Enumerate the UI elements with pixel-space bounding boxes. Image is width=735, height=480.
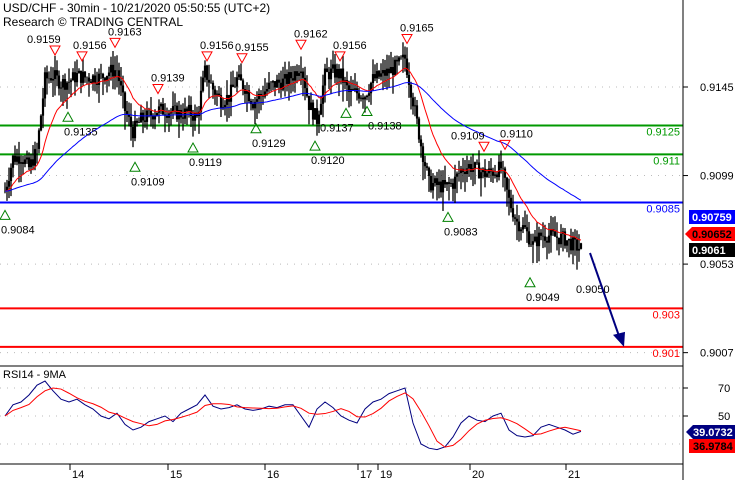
pivot-high-triangle-icon bbox=[401, 34, 413, 45]
price-badge-bg bbox=[689, 243, 735, 257]
pivot-high-label: 0.9156 bbox=[200, 40, 234, 52]
pivot-high-triangle-icon bbox=[499, 139, 511, 151]
pivot-high-triangle-icon bbox=[478, 141, 490, 153]
pivot-high-label: 0.9110 bbox=[500, 128, 533, 140]
rsi-badge-bg bbox=[689, 439, 735, 453]
rsi-title: RSI14 - 9MA bbox=[3, 369, 67, 381]
pivot-low-label: 0.9129 bbox=[252, 138, 286, 150]
pivot-high-label: 0.9165 bbox=[400, 23, 434, 35]
x-tick-label: 17 bbox=[360, 469, 372, 480]
pivot-low-label: 0.9109 bbox=[131, 176, 165, 188]
pivot-high-triangle-icon bbox=[49, 45, 61, 57]
pivot-high-label: 0.9156 bbox=[73, 40, 107, 52]
chart-title: USD/CHF - 30min - 10/21/2020 05:50:55 (U… bbox=[3, 1, 270, 15]
pivot-high-label: 0.9109 bbox=[451, 130, 485, 142]
pivot-low-triangle-icon bbox=[187, 142, 199, 153]
rsi-ma-line bbox=[4, 387, 582, 448]
pivot-low-label: 0.9137 bbox=[320, 122, 354, 134]
forecast-arrow-line bbox=[589, 252, 621, 340]
y-tick-label: 0.9053 bbox=[700, 259, 734, 271]
rsi-line bbox=[4, 380, 582, 451]
pivot-low-label: 0.9120 bbox=[311, 155, 345, 167]
pivot-low-label: 0.9138 bbox=[368, 120, 402, 132]
pivot-low-triangle-icon bbox=[340, 107, 352, 118]
pivot-low-triangle-icon bbox=[250, 122, 262, 134]
level-label: 0.903 bbox=[652, 309, 680, 321]
rsi-badge-bg bbox=[686, 425, 735, 439]
price-badge-bg bbox=[685, 227, 735, 241]
rsi-panel bbox=[0, 380, 683, 451]
level-label: 0.911 bbox=[653, 155, 680, 167]
pivot-low-label: 0.9084 bbox=[1, 224, 35, 236]
pivot-high-label: 0.9162 bbox=[294, 28, 328, 40]
ma-fast-line bbox=[4, 67, 582, 241]
price-badge: 0.9061 bbox=[692, 245, 726, 257]
price-badge: 0.90652 bbox=[692, 229, 732, 241]
pivot-low-triangle-icon bbox=[309, 140, 321, 151]
pivot-low-label: 0.9083 bbox=[444, 226, 478, 238]
pivot-low-triangle-icon bbox=[361, 105, 373, 116]
ma-slow-line bbox=[4, 82, 582, 201]
level-label: 0.9125 bbox=[646, 127, 680, 139]
pivot-high-triangle-icon bbox=[152, 84, 164, 95]
pivot-low-triangle-icon bbox=[524, 276, 536, 288]
y-tick-label: 0.9099 bbox=[700, 171, 734, 183]
pivot-high-triangle-icon bbox=[295, 39, 307, 51]
pivot-high-label: 0.9156 bbox=[333, 40, 367, 52]
rsi-badge: 39.0732 bbox=[693, 427, 733, 439]
x-tick-label: 16 bbox=[267, 469, 279, 480]
rsi-badge: 36.9784 bbox=[693, 441, 734, 453]
price-badge: 0.90759 bbox=[692, 212, 732, 224]
pivot-high-triangle-icon bbox=[201, 51, 213, 62]
rsi-y-tick-label: 70 bbox=[718, 383, 730, 395]
pivot-low-triangle-icon bbox=[0, 209, 11, 220]
x-tick-label: 15 bbox=[170, 469, 182, 480]
x-tick-label: 14 bbox=[72, 469, 84, 480]
pivot-high-triangle-icon bbox=[334, 51, 346, 62]
level-label: 0.901 bbox=[652, 348, 680, 360]
price-badge-bg bbox=[689, 210, 735, 224]
x-tick-label: 20 bbox=[472, 469, 484, 480]
y-tick-label: 0.9007 bbox=[700, 348, 734, 360]
y-tick-label: 0.9145 bbox=[700, 82, 734, 94]
pivot-low-triangle-icon bbox=[129, 161, 141, 172]
chart-subtitle: Research © TRADING CENTRAL bbox=[3, 15, 183, 29]
x-tick-label: 21 bbox=[568, 469, 580, 480]
pivot-high-label: 0.9139 bbox=[151, 73, 185, 85]
pivot-high-label: 0.9159 bbox=[27, 34, 61, 46]
rsi-y-tick-label: 50 bbox=[718, 411, 730, 423]
level-label: 0.9085 bbox=[646, 204, 680, 216]
pivot-low-label: 0.9049 bbox=[526, 292, 560, 304]
pivot-high-label: 0.9155 bbox=[235, 42, 269, 54]
forecast-arrowhead-icon bbox=[613, 331, 625, 347]
price-panel: 0.9125 0.911 0.9085 0.903 0.901 0.9084 0.9159 0… bbox=[0, 23, 683, 360]
pivot-high-label: 0.9163 bbox=[108, 26, 142, 38]
pivot-low-triangle-icon bbox=[442, 211, 454, 222]
pivot-high-triangle-icon bbox=[76, 51, 88, 62]
pivot-high-triangle-icon bbox=[109, 37, 121, 49]
x-tick-label: 19 bbox=[380, 469, 392, 480]
pivot-high-triangle-icon bbox=[236, 53, 248, 64]
pivot-low-label: 0.9135 bbox=[64, 126, 98, 138]
pivot-low-label: 0.9119 bbox=[189, 157, 222, 169]
pivot-low-triangle-icon bbox=[62, 111, 74, 122]
